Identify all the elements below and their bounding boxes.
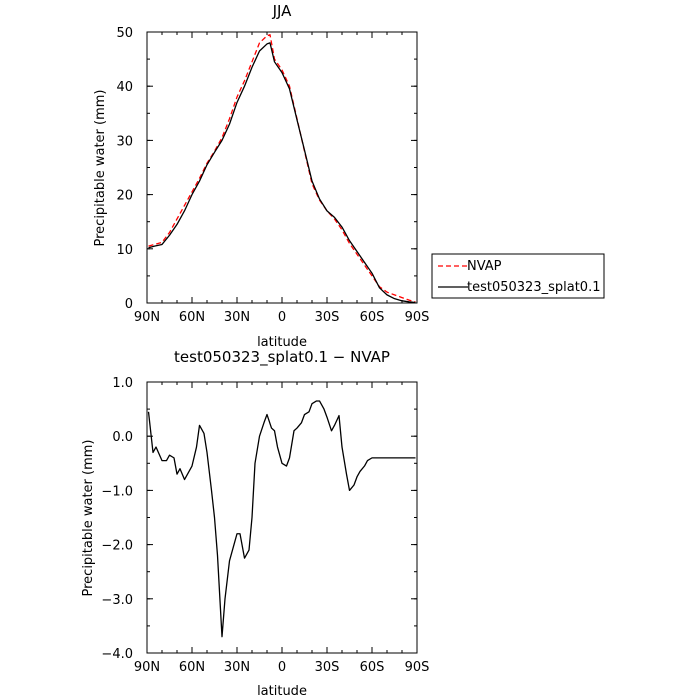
legend-label-nvap: NVAP xyxy=(467,259,502,274)
top-y-tick-label: 50 xyxy=(116,26,133,41)
bottom-x-tick-label: 60N xyxy=(179,660,205,675)
top-series-nvap-line xyxy=(148,34,416,303)
bottom-x-tick-label: 60S xyxy=(360,660,385,675)
top-panel: JJA 90N 60N 30N 0 30S 60S 90S 0 10 20 30 40 50 lati… xyxy=(93,2,605,350)
bottom-chart-title: test050323_splat0.1 − NVAP xyxy=(174,348,390,367)
bottom-y-tick-label: −1.0 xyxy=(101,484,133,499)
top-x-tick-label: 90S xyxy=(405,310,430,325)
bottom-x-axis-label: latitude xyxy=(257,684,307,699)
bottom-plot-area xyxy=(147,400,416,638)
top-y-tick-label: 10 xyxy=(116,243,133,258)
top-y-axis: 0 10 20 30 40 50 xyxy=(116,26,417,312)
bottom-y-tick-label: 1.0 xyxy=(112,376,133,391)
top-y-tick-label: 0 xyxy=(125,297,133,312)
legend: NVAP test050323_splat0.1 xyxy=(431,253,605,299)
top-chart-title: JJA xyxy=(272,2,293,20)
top-y-tick-label: 40 xyxy=(116,80,133,95)
bottom-x-tick-label: 30S xyxy=(315,660,340,675)
bottom-y-axis: 1.0 0.0 −1.0 −2.0 −3.0 −4.0 xyxy=(101,376,417,662)
bottom-series-difference-line xyxy=(147,400,416,638)
bottom-y-tick-label: −2.0 xyxy=(101,539,133,554)
bottom-x-tick-label: 90S xyxy=(405,660,430,675)
bottom-panel: test050323_splat0.1 − NVAP 90N 60N 30N 0 30S… xyxy=(81,348,429,699)
top-x-axis-label: latitude xyxy=(257,335,307,350)
top-series-test-line xyxy=(148,42,416,304)
bottom-plot-frame xyxy=(146,381,418,654)
legend-label-test: test050323_splat0.1 xyxy=(467,280,600,295)
top-x-axis: 90N 60N 30N 0 30S 60S 90S xyxy=(134,32,430,325)
top-x-tick-label: 60S xyxy=(360,310,385,325)
bottom-y-tick-label: −3.0 xyxy=(101,593,133,608)
top-x-tick-label: 60N xyxy=(179,310,205,325)
bottom-y-tick-label: −4.0 xyxy=(101,647,133,662)
top-y-tick-label: 30 xyxy=(116,134,133,149)
top-x-tick-label: 90N xyxy=(134,310,160,325)
top-y-axis-label: Precipitable water (mm) xyxy=(93,90,108,247)
legend-box xyxy=(431,253,605,299)
bottom-x-tick-label: 90N xyxy=(134,660,160,675)
top-x-tick-label: 30N xyxy=(224,310,250,325)
top-x-tick-label: 0 xyxy=(278,310,286,325)
top-plot-area xyxy=(148,34,416,304)
bottom-y-tick-label: 0.0 xyxy=(112,430,133,445)
top-x-tick-label: 30S xyxy=(315,310,340,325)
top-y-tick-label: 20 xyxy=(116,189,133,204)
bottom-x-axis: 90N 60N 30N 0 30S 60S 90S xyxy=(134,382,430,675)
bottom-x-tick-label: 0 xyxy=(278,660,286,675)
bottom-x-tick-label: 30N xyxy=(224,660,250,675)
bottom-y-axis-label: Precipitable water (mm) xyxy=(81,440,96,597)
